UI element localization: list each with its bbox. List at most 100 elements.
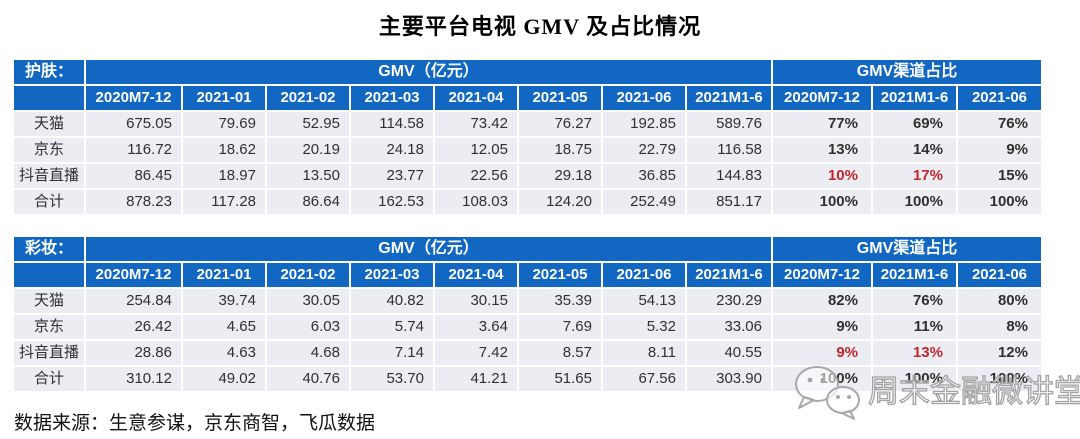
share-column-header-cell: 2021M1-6 bbox=[873, 86, 956, 110]
table-header-row: 护肤： GMV（亿元） GMV渠道占比 bbox=[14, 60, 1041, 84]
table-row: 抖音直播 86.45 18.97 13.50 23.77 22.56 29.18 36.85 1… bbox=[14, 164, 1041, 188]
share-column-header-cell: 2021-06 bbox=[958, 86, 1041, 110]
gmv-value-cell: 51.65 bbox=[519, 367, 601, 391]
share-column-header-cell: 2021-06 bbox=[958, 263, 1041, 287]
gmv-value-cell: 39.74 bbox=[183, 289, 265, 313]
share-group-header-cell: GMV渠道占比 bbox=[773, 60, 1041, 84]
table-row: 京东 116.72 18.62 20.19 24.18 12.05 18.75 22.79 11… bbox=[14, 138, 1041, 162]
gmv-value-cell: 41.21 bbox=[435, 367, 517, 391]
category-label-cell: 护肤： bbox=[14, 60, 84, 84]
gmv-value-cell: 252.49 bbox=[603, 190, 685, 214]
gmv-value-cell: 28.86 bbox=[86, 341, 181, 365]
share-value-cell: 100% bbox=[958, 190, 1041, 214]
makeup-gmv-table: 彩妆： GMV（亿元） GMV渠道占比 2020M7-12 2021-01 2021-02… bbox=[12, 235, 1080, 393]
share-value-cell: 15% bbox=[958, 164, 1041, 188]
gmv-value-cell: 86.64 bbox=[267, 190, 349, 214]
gmv-value-cell: 144.83 bbox=[687, 164, 771, 188]
column-header-row: 2020M7-12 2021-01 2021-02 2021-03 2021-04 202… bbox=[14, 263, 1041, 287]
gmv-value-cell: 13.50 bbox=[267, 164, 349, 188]
gmv-value-cell: 26.42 bbox=[86, 315, 181, 339]
share-value-cell: 14% bbox=[873, 138, 956, 162]
share-value-cell: 13% bbox=[773, 138, 871, 162]
gmv-column-header-cell: 2021-06 bbox=[603, 86, 685, 110]
gmv-value-cell: 117.28 bbox=[183, 190, 265, 214]
gmv-value-cell: 29.18 bbox=[519, 164, 601, 188]
gmv-value-cell: 18.62 bbox=[183, 138, 265, 162]
gmv-value-cell: 162.53 bbox=[351, 190, 433, 214]
skincare-gmv-table: 护肤： GMV（亿元） GMV渠道占比 2020M7-12 2021-01 2021-02… bbox=[12, 58, 1080, 216]
gmv-value-cell: 54.13 bbox=[603, 289, 685, 313]
table-row: 天猫 675.05 79.69 52.95 114.58 73.42 76.27 192.85… bbox=[14, 112, 1041, 136]
gmv-data-table: 彩妆： GMV（亿元） GMV渠道占比 2020M7-12 2021-01 2021-02… bbox=[12, 235, 1043, 393]
gmv-value-cell: 30.15 bbox=[435, 289, 517, 313]
share-value-cell: 100% bbox=[958, 367, 1041, 391]
share-value-cell: 9% bbox=[773, 315, 871, 339]
gmv-column-header-cell: 2021-03 bbox=[351, 86, 433, 110]
gmv-value-cell: 589.76 bbox=[687, 112, 771, 136]
gmv-column-header-cell: 2021-03 bbox=[351, 263, 433, 287]
spacer bbox=[0, 40, 1080, 58]
gmv-column-header-cell: 2021-02 bbox=[267, 86, 349, 110]
gmv-value-cell: 49.02 bbox=[183, 367, 265, 391]
share-column-header-cell: 2021M1-6 bbox=[873, 263, 956, 287]
share-value-cell: 9% bbox=[773, 341, 871, 365]
share-value-cell: 76% bbox=[873, 289, 956, 313]
share-value-cell: 8% bbox=[958, 315, 1041, 339]
table-row: 抖音直播 28.86 4.63 4.68 7.14 7.42 8.57 8.11 40.55 9%… bbox=[14, 341, 1041, 365]
gmv-value-cell: 40.82 bbox=[351, 289, 433, 313]
gmv-column-header-cell: 2021-02 bbox=[267, 263, 349, 287]
share-value-cell: 13% bbox=[873, 341, 956, 365]
gmv-value-cell: 116.72 bbox=[86, 138, 181, 162]
gmv-value-cell: 108.03 bbox=[435, 190, 517, 214]
gmv-value-cell: 86.45 bbox=[86, 164, 181, 188]
gmv-value-cell: 230.29 bbox=[687, 289, 771, 313]
row-label-cell: 京东 bbox=[14, 315, 84, 339]
table-row: 合计 878.23 117.28 86.64 162.53 108.03 124.20 252… bbox=[14, 190, 1041, 214]
gmv-group-header-cell: GMV（亿元） bbox=[86, 60, 771, 84]
gmv-value-cell: 73.42 bbox=[435, 112, 517, 136]
gmv-value-cell: 878.23 bbox=[86, 190, 181, 214]
gmv-group-header-cell: GMV（亿元） bbox=[86, 237, 771, 261]
gmv-value-cell: 303.90 bbox=[687, 367, 771, 391]
gmv-value-cell: 4.63 bbox=[183, 341, 265, 365]
gmv-value-cell: 18.97 bbox=[183, 164, 265, 188]
row-label-cell: 抖音直播 bbox=[14, 164, 84, 188]
share-value-cell: 100% bbox=[773, 367, 871, 391]
share-value-cell: 12% bbox=[958, 341, 1041, 365]
gmv-value-cell: 4.65 bbox=[183, 315, 265, 339]
gmv-value-cell: 22.56 bbox=[435, 164, 517, 188]
gmv-value-cell: 24.18 bbox=[351, 138, 433, 162]
gmv-value-cell: 22.79 bbox=[603, 138, 685, 162]
share-value-cell: 17% bbox=[873, 164, 956, 188]
gmv-value-cell: 5.32 bbox=[603, 315, 685, 339]
data-source-note: 数据来源：生意参谋，京东商智，飞瓜数据 bbox=[14, 413, 376, 434]
share-group-header-cell: GMV渠道占比 bbox=[773, 237, 1041, 261]
column-header-row: 2020M7-12 2021-01 2021-02 2021-03 2021-04 202… bbox=[14, 86, 1041, 110]
table-header-row: 彩妆： GMV（亿元） GMV渠道占比 bbox=[14, 237, 1041, 261]
share-value-cell: 77% bbox=[773, 112, 871, 136]
table-row: 京东 26.42 4.65 6.03 5.74 3.64 7.69 5.32 33.06 9% 11… bbox=[14, 315, 1041, 339]
gmv-column-header-cell: 2021-01 bbox=[183, 86, 265, 110]
row-label-cell: 合计 bbox=[14, 367, 84, 391]
gmv-value-cell: 53.70 bbox=[351, 367, 433, 391]
row-label-cell: 京东 bbox=[14, 138, 84, 162]
spacer bbox=[0, 216, 1080, 235]
gmv-column-header-cell: 2021M1-6 bbox=[687, 86, 771, 110]
share-value-cell: 9% bbox=[958, 138, 1041, 162]
gmv-column-header-cell: 2021M1-6 bbox=[687, 263, 771, 287]
gmv-value-cell: 254.84 bbox=[86, 289, 181, 313]
share-value-cell: 100% bbox=[773, 190, 871, 214]
gmv-value-cell: 851.17 bbox=[687, 190, 771, 214]
gmv-value-cell: 30.05 bbox=[267, 289, 349, 313]
gmv-value-cell: 7.14 bbox=[351, 341, 433, 365]
gmv-column-header-cell: 2020M7-12 bbox=[86, 263, 181, 287]
gmv-value-cell: 76.27 bbox=[519, 112, 601, 136]
gmv-value-cell: 675.05 bbox=[86, 112, 181, 136]
gmv-column-header-cell: 2021-04 bbox=[435, 86, 517, 110]
empty-header-cell bbox=[14, 263, 84, 287]
share-value-cell: 100% bbox=[873, 190, 956, 214]
gmv-column-header-cell: 2021-04 bbox=[435, 263, 517, 287]
share-value-cell: 82% bbox=[773, 289, 871, 313]
share-value-cell: 80% bbox=[958, 289, 1041, 313]
table-row: 合计 310.12 49.02 40.76 53.70 41.21 51.65 67.56 30… bbox=[14, 367, 1041, 391]
